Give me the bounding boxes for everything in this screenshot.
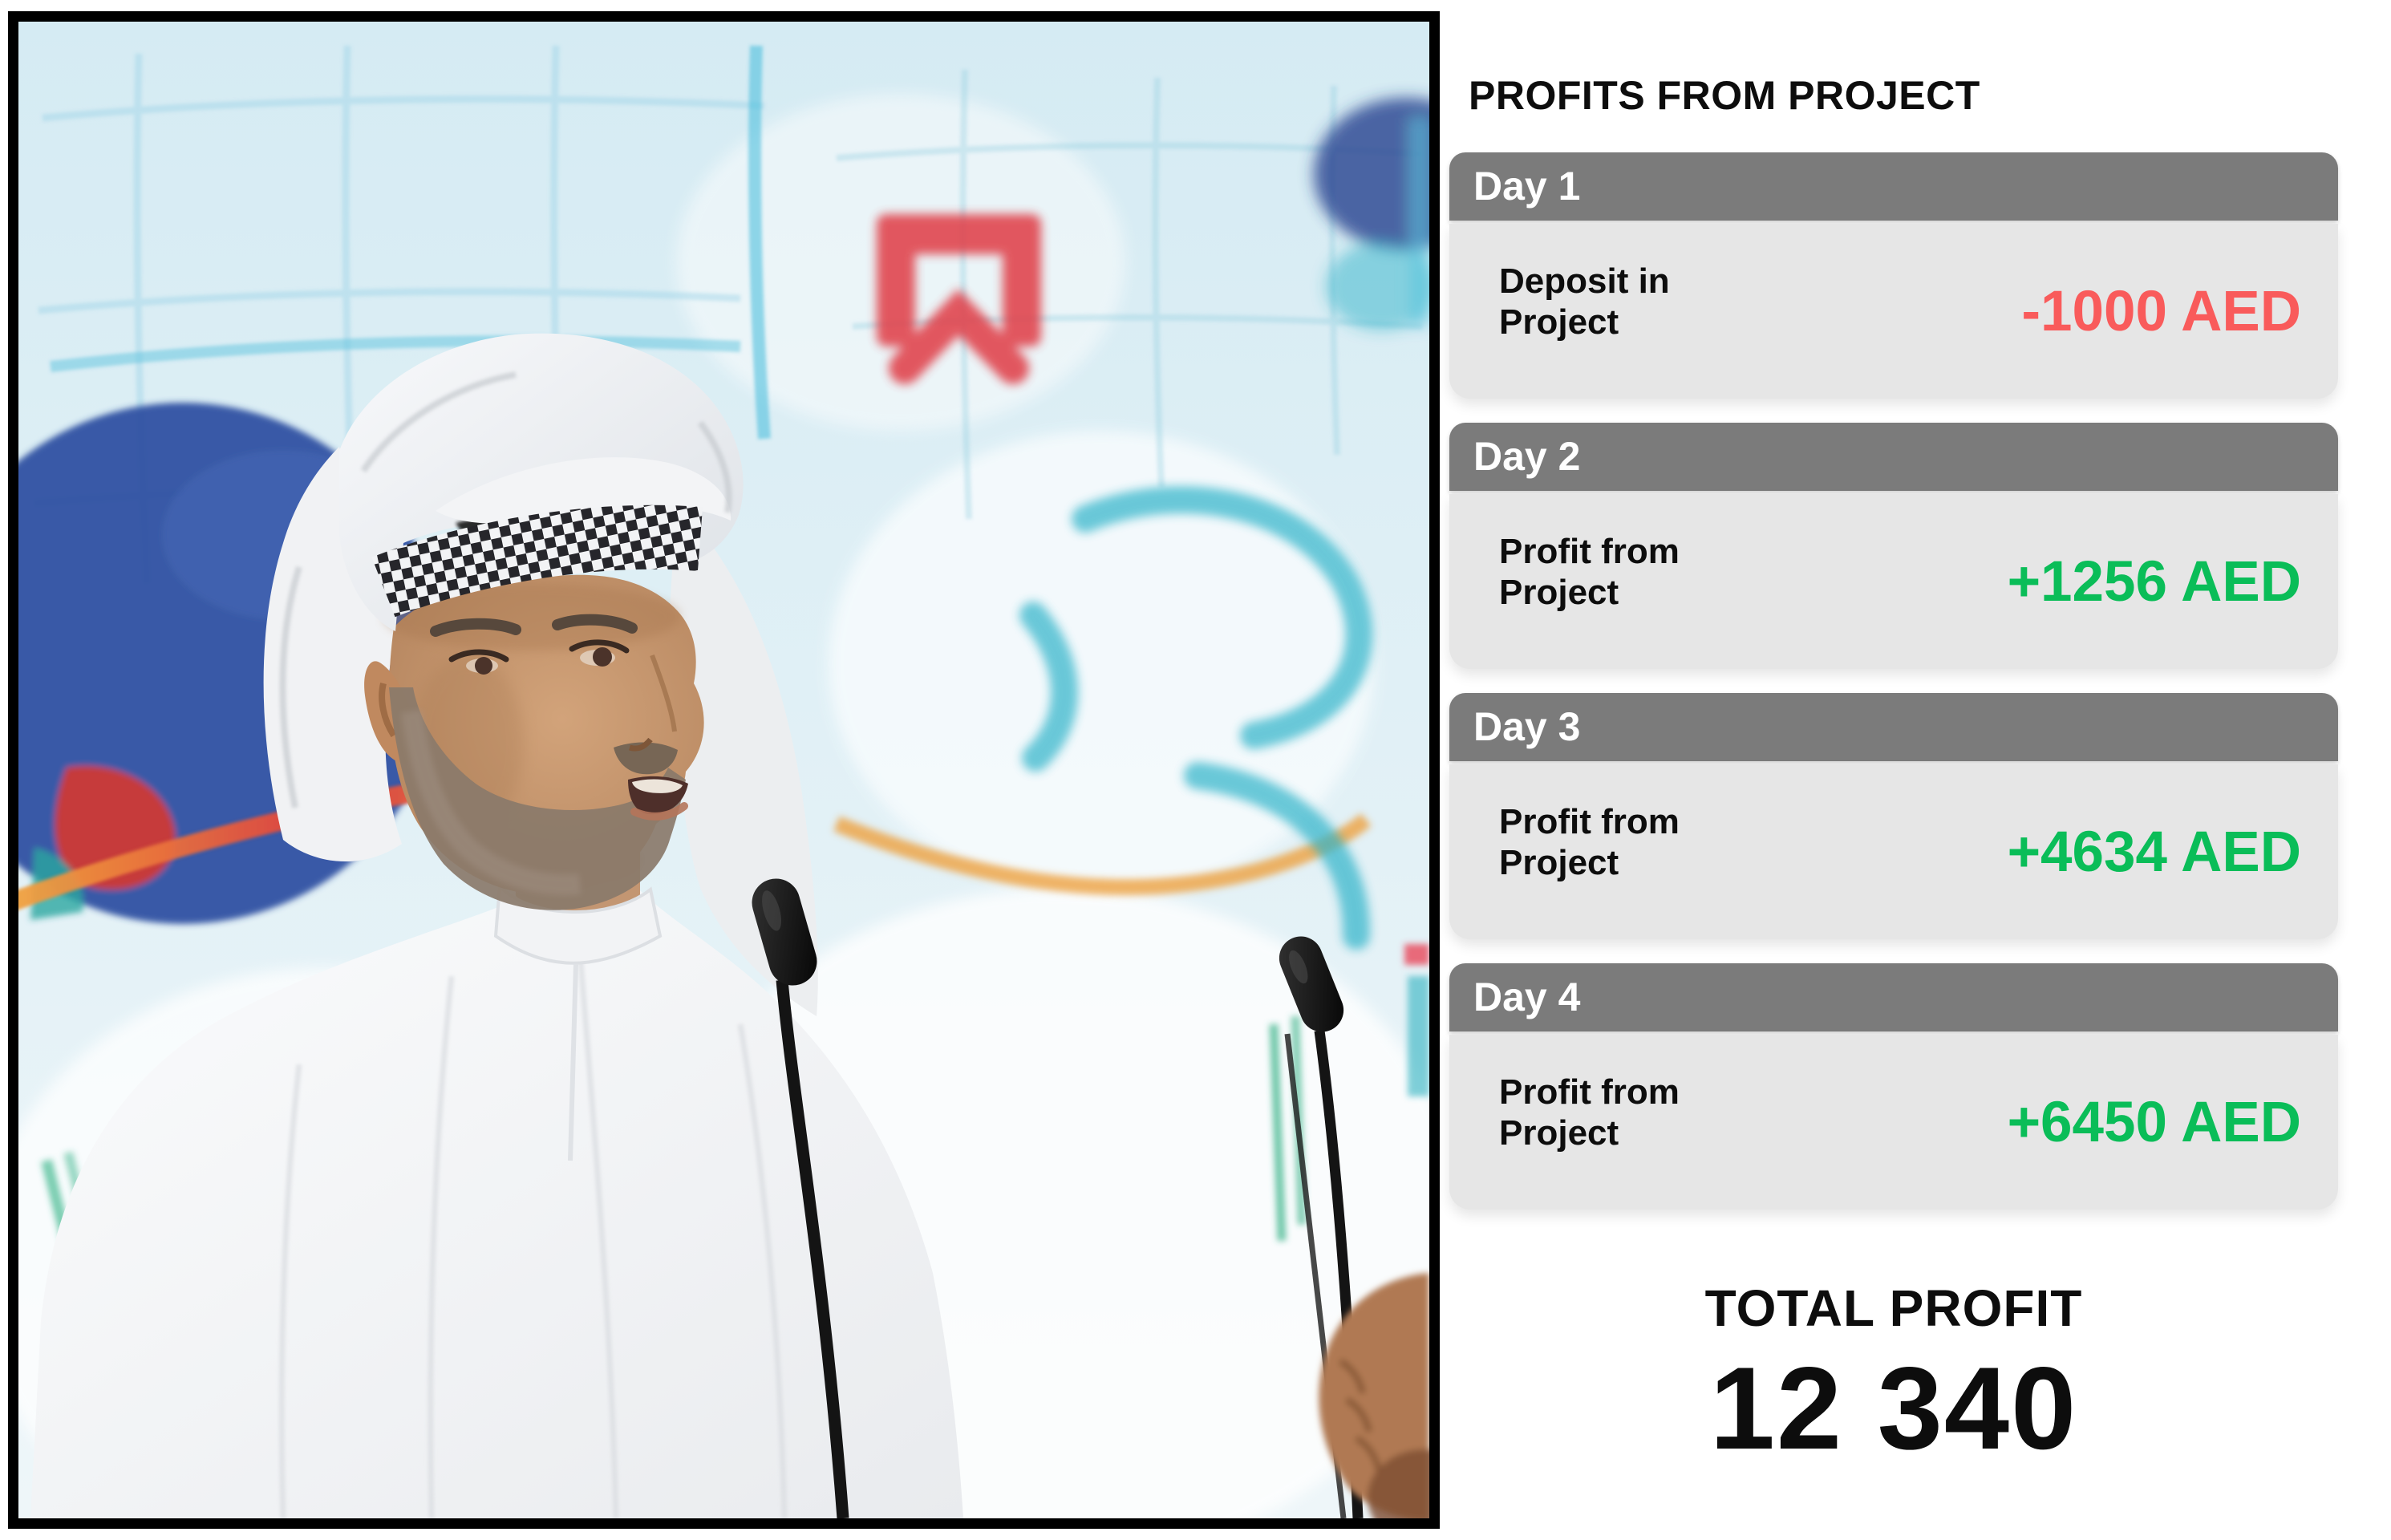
day-card-2: Day 2 Profit from Project +1256 AED — [1449, 423, 2338, 669]
ghutra-mesh-band — [371, 505, 703, 618]
nose-bridge — [650, 654, 677, 732]
entry-amount: +4634 AED — [2007, 820, 2301, 884]
day-card-body: Profit from Project +1256 AED — [1449, 494, 2338, 669]
speaker-photo-illustration — [18, 22, 1429, 1518]
corner-blur-shapes — [1314, 98, 1429, 330]
entry-amount: +6450 AED — [2007, 1090, 2301, 1154]
day-label: Day 4 — [1473, 975, 1581, 1019]
entry-amount: -1000 AED — [2021, 279, 2301, 343]
teal-swirls — [1019, 486, 1373, 950]
day-card-3: Day 3 Profit from Project +4634 AED — [1449, 693, 2338, 939]
day-label: Day 1 — [1473, 164, 1581, 209]
ghutra-front-flap — [436, 457, 731, 524]
entry-label: Profit from Project — [1499, 531, 1680, 612]
day-label: Day 3 — [1473, 704, 1581, 749]
placket-line — [568, 963, 578, 1161]
profits-panel: PROFITS FROM PROJECT Day 1 Deposit in Pr… — [1449, 0, 2338, 1540]
day-header: Day 1 — [1449, 152, 2338, 221]
day-card-body: Profit from Project +4634 AED — [1449, 764, 2338, 939]
total-value: 12 340 — [1709, 1343, 2078, 1473]
entry-amount: +1256 AED — [2007, 549, 2301, 614]
lower-lip — [630, 802, 688, 821]
eyes — [448, 639, 630, 675]
day-header: Day 3 — [1449, 693, 2338, 761]
nostril — [628, 737, 653, 752]
microphone-icon — [752, 878, 849, 1518]
total-label: TOTAL PROFIT — [1704, 1279, 2083, 1337]
red-badge-icon — [877, 214, 1041, 384]
day-label: Day 2 — [1473, 434, 1581, 479]
day-card-1: Day 1 Deposit in Project -1000 AED — [1449, 152, 2338, 399]
hand — [1319, 1273, 1429, 1518]
forehead-shadow — [383, 583, 680, 650]
beard-highlight — [401, 710, 582, 895]
ear-inner — [379, 683, 397, 738]
kandura-robe — [30, 886, 963, 1518]
robe-folds — [278, 951, 788, 1518]
day-header: Day 4 — [1449, 963, 2338, 1031]
day-card-body: Deposit in Project -1000 AED — [1449, 224, 2338, 399]
panel-title: PROFITS FROM PROJECT — [1469, 73, 1980, 118]
entry-label: Profit from Project — [1499, 801, 1680, 882]
day-card-4: Day 4 Profit from Project +6450 AED — [1449, 963, 2338, 1210]
eyebrows — [430, 614, 638, 637]
hood-folds — [279, 371, 732, 808]
speaker-figure — [30, 333, 963, 1518]
entry-label: Profit from Project — [1499, 1072, 1680, 1153]
entry-label: Deposit in Project — [1499, 261, 1670, 342]
teeth — [632, 779, 683, 793]
speaker-photo — [8, 11, 1440, 1529]
day-card-body: Profit from Project +6450 AED — [1449, 1035, 2338, 1210]
day-header: Day 2 — [1449, 423, 2338, 491]
